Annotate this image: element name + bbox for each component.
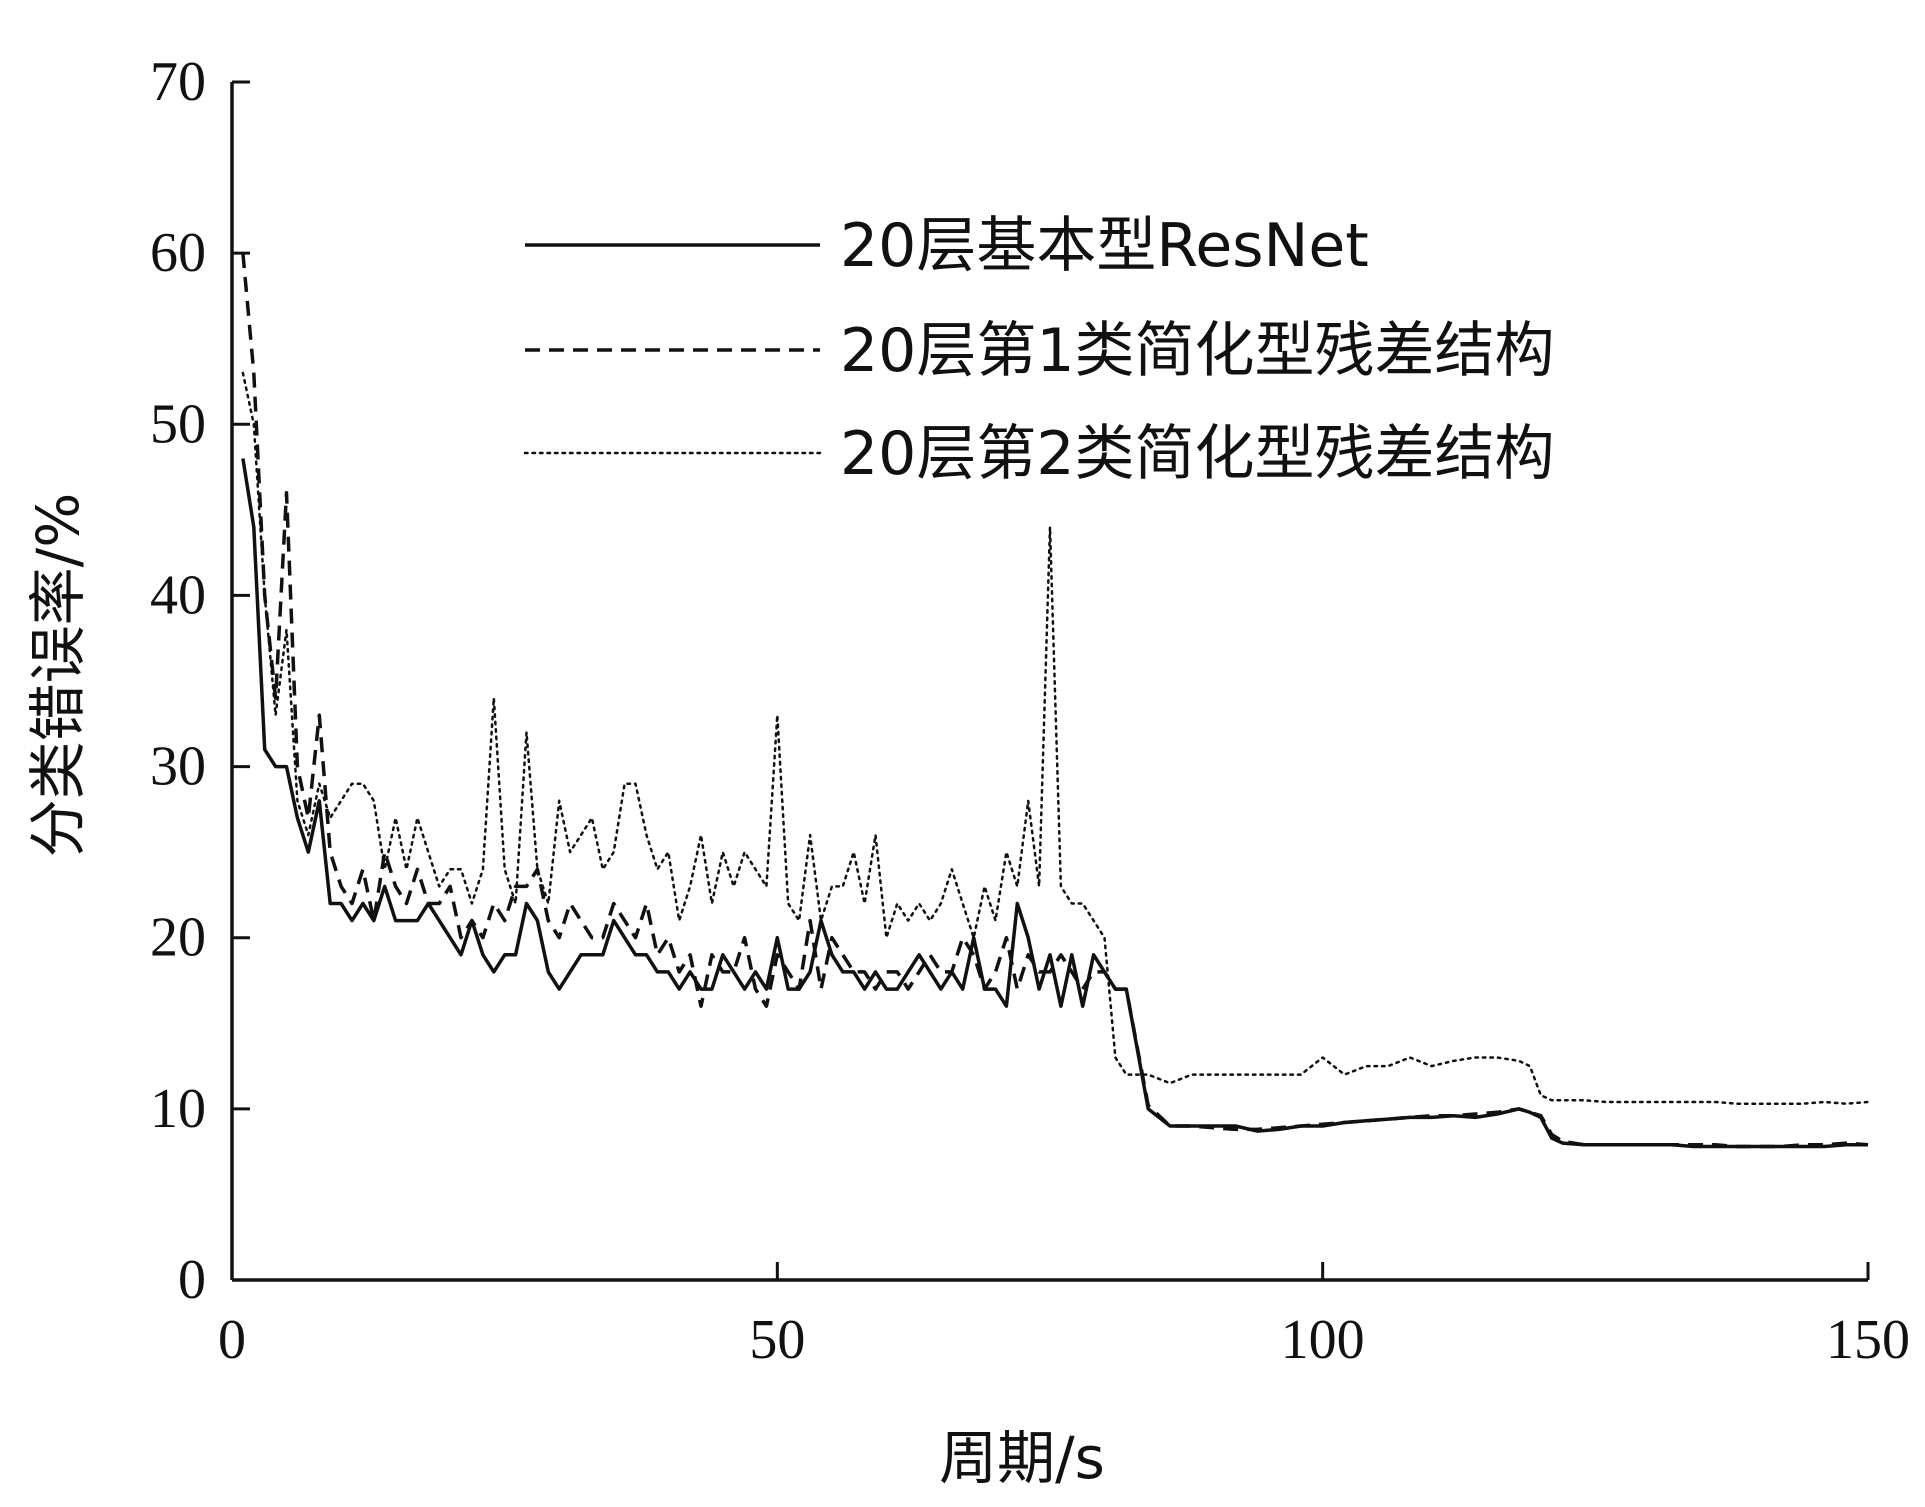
y-tick-label: 60 <box>150 222 206 284</box>
y-tick-label: 0 <box>178 1249 206 1311</box>
y-tick-label: 70 <box>150 51 206 113</box>
series-layer <box>241 252 1870 1149</box>
y-tick-label: 30 <box>150 736 206 798</box>
y-axis-label: 分类错误率/% <box>24 493 92 858</box>
y-tick-label: 20 <box>150 907 206 969</box>
x-tick-label: 50 <box>749 1309 805 1371</box>
x-tick-label: 150 <box>1826 1309 1910 1371</box>
x-axis-label: 周期/s <box>939 1424 1105 1492</box>
axes: 0 10 20 30 40 50 60 70 0 50 100 150 <box>150 51 1910 1371</box>
axis-labels: 周期/s 分类错误率/% <box>24 493 1105 1492</box>
legend-label-1: 20层基本型ResNet <box>840 211 1369 281</box>
legend-label-2: 20层第1类简化型残差结构 <box>840 316 1555 386</box>
x-tick-label: 0 <box>218 1309 246 1371</box>
series-line-2 <box>241 252 1869 1149</box>
y-tick-label: 40 <box>150 564 206 626</box>
y-tick-label: 50 <box>150 393 206 455</box>
series-line-3 <box>241 371 1870 1105</box>
x-tick-label: 100 <box>1281 1309 1365 1371</box>
y-tick-label: 10 <box>150 1078 206 1140</box>
legend-label-3: 20层第2类简化型残差结构 <box>840 419 1555 489</box>
legend: 20层基本型ResNet 20层第1类简化型残差结构 20层第2类简化型残差结构 <box>523 211 1555 489</box>
